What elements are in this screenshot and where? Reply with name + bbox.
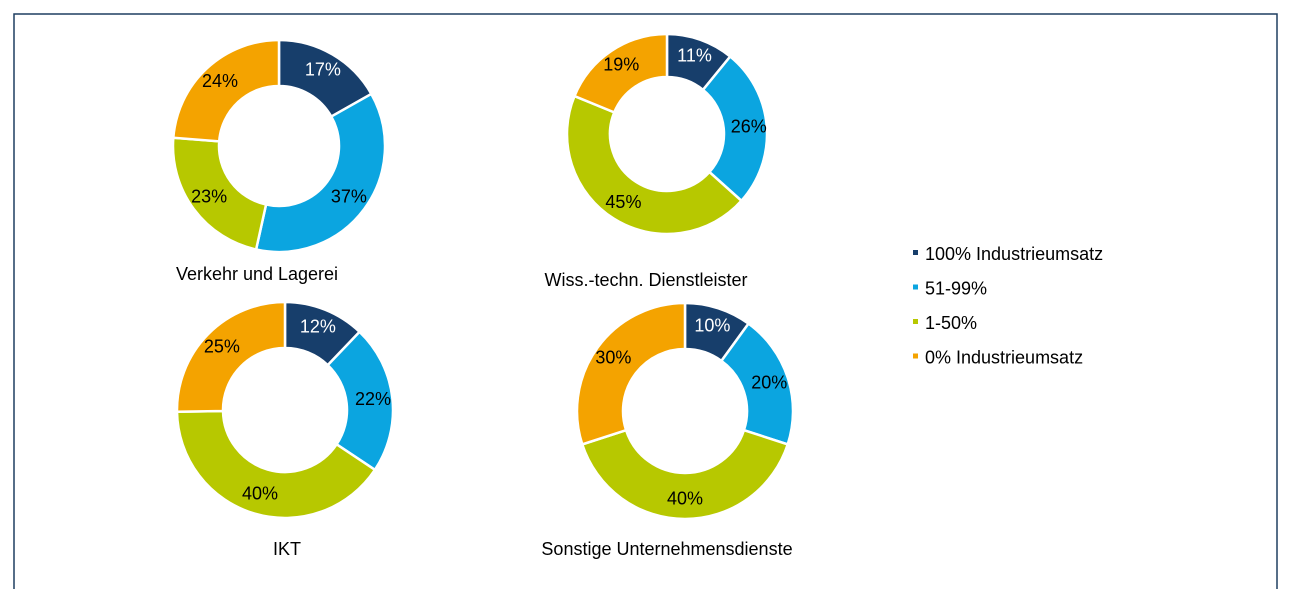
frame	[13, 13, 1278, 589]
chart-title: IKT	[273, 539, 301, 559]
chart-title: Verkehr und Lagerei	[176, 264, 338, 284]
legend-label: 0% Industrieumsatz	[925, 347, 1083, 367]
legend-label: 1-50%	[925, 313, 977, 333]
data-label: 17%	[305, 60, 341, 80]
donut-segment	[254, 92, 387, 254]
data-label: 19%	[603, 55, 639, 75]
chart-title: Wiss.-techn. Dienstleister	[544, 270, 747, 290]
legend-swatch	[913, 319, 918, 324]
data-label: 30%	[595, 348, 631, 368]
legend-swatch	[913, 284, 918, 290]
data-label: 24%	[202, 71, 238, 91]
data-label: 40%	[242, 484, 278, 504]
donut-segment	[572, 32, 669, 115]
data-label: 23%	[191, 186, 227, 206]
donut-segment	[171, 38, 281, 143]
legend-swatch	[913, 353, 918, 359]
chart-title: Sonstige Unternehmensdienste	[541, 539, 792, 559]
data-label: 45%	[605, 192, 641, 212]
donut-segment	[701, 54, 769, 203]
data-label: 11%	[677, 46, 712, 66]
donut-segment	[580, 428, 790, 521]
donut-segment	[565, 94, 744, 236]
legend-label: 100% Industrieumsatz	[925, 244, 1103, 264]
data-label: 12%	[300, 317, 336, 337]
data-label: 25%	[204, 337, 240, 357]
data-label: 40%	[667, 488, 703, 508]
donut-segment	[175, 300, 287, 413]
data-label: 20%	[751, 372, 787, 392]
legend-label: 51-99%	[925, 278, 987, 298]
legend-swatch	[913, 250, 918, 255]
donut-segment	[175, 409, 377, 520]
donut-segment	[575, 301, 687, 446]
data-label: 22%	[355, 389, 391, 409]
data-label: 37%	[331, 186, 367, 206]
data-label: 10%	[694, 316, 730, 336]
data-label: 26%	[731, 116, 767, 136]
